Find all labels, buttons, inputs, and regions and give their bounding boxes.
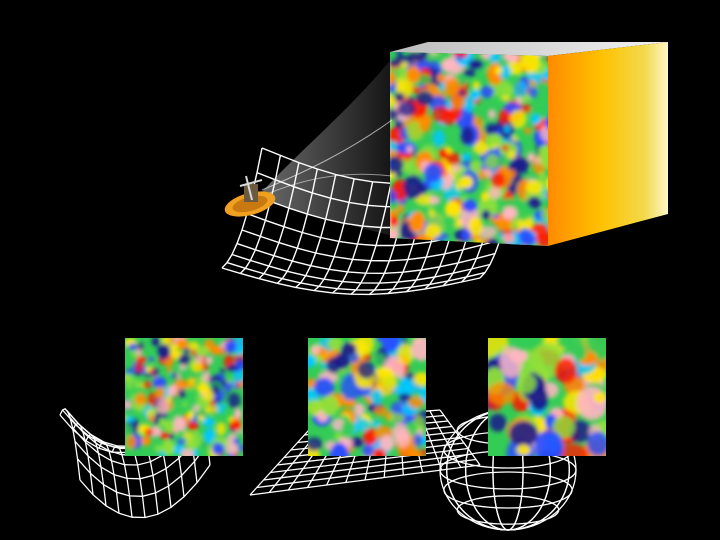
cmb-cube [390,42,668,246]
flat-cmb-map [308,338,426,456]
saddle-cmb-map [125,338,243,456]
cube-side-face [548,42,668,246]
cube-front-cmb-map [390,52,548,246]
sphere-cmb-map [488,338,606,456]
flat-plane-panel [249,338,481,496]
open-saddle-panel [59,338,243,519]
cube-top-face [390,42,668,56]
space-probe-icon [224,175,276,217]
closed-sphere-panel [439,338,606,531]
observation-beam [261,58,393,236]
